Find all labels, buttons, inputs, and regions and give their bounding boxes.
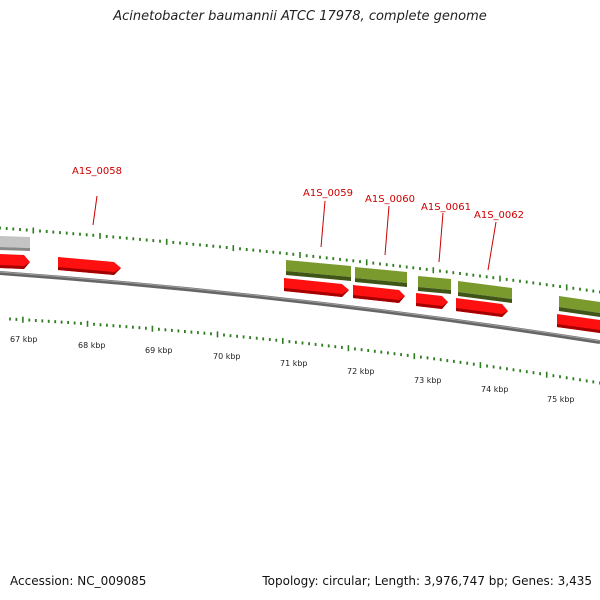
label-leader-a1s-0058 (92, 195, 98, 226)
cds-feature-a1s-0058[interactable] (58, 257, 121, 275)
gene-label-a1s-0059[interactable]: A1S_0059 (303, 188, 353, 199)
accession-text: Accession: NC_009085 (10, 574, 147, 588)
kbp-label: 70 kbp (213, 352, 241, 361)
label-leader-a1s-0062 (487, 221, 497, 271)
cds-feature-a1s-0059[interactable] (284, 278, 349, 297)
cds-feature-partial-right[interactable] (557, 314, 600, 333)
kbp-label: 74 kbp (481, 385, 509, 394)
kbp-label: 67 kbp (10, 335, 38, 344)
kbp-label: 72 kbp (347, 367, 375, 376)
gene-feature-a1s-0062[interactable] (458, 281, 512, 303)
label-leader-a1s-0060 (384, 205, 390, 256)
gene-label-a1s-0062[interactable]: A1S_0062 (474, 210, 524, 221)
gene-label-a1s-0060[interactable]: A1S_0060 (365, 194, 415, 205)
cds-feature-a1s-0060[interactable] (353, 285, 405, 303)
label-leader-a1s-0059 (320, 200, 326, 248)
kbp-label: 75 kbp (547, 395, 575, 404)
gene-feature-partial-right[interactable] (559, 296, 600, 317)
gene-label-a1s-0061[interactable]: A1S_0061 (421, 202, 471, 213)
upper-tick-track (0, 226, 600, 294)
lower-tick-track (9, 316, 600, 385)
cds-feature-a1s-0061[interactable] (416, 293, 448, 309)
kbp-label: 71 kbp (280, 359, 308, 368)
genome-backbone (0, 271, 600, 344)
feature-grey[interactable] (0, 236, 30, 251)
gene-feature-a1s-0059[interactable] (286, 260, 351, 281)
gene-feature-a1s-0061[interactable] (418, 276, 451, 294)
kbp-label: 69 kbp (145, 346, 173, 355)
map-title: Acinetobacter baumannii ATCC 17978, comp… (113, 9, 487, 24)
kbp-label: 73 kbp (414, 376, 442, 385)
cds-feature-a1s-0062[interactable] (456, 298, 508, 317)
kbp-label: 68 kbp (78, 341, 106, 350)
gene-label-a1s-0058[interactable]: A1S_0058 (72, 166, 122, 177)
genome-summary-text: Topology: circular; Length: 3,976,747 bp… (262, 574, 592, 588)
cds-feature-left-edge[interactable] (0, 254, 30, 269)
gene-feature-a1s-0060[interactable] (355, 267, 407, 287)
label-leader-a1s-0061 (438, 212, 444, 263)
